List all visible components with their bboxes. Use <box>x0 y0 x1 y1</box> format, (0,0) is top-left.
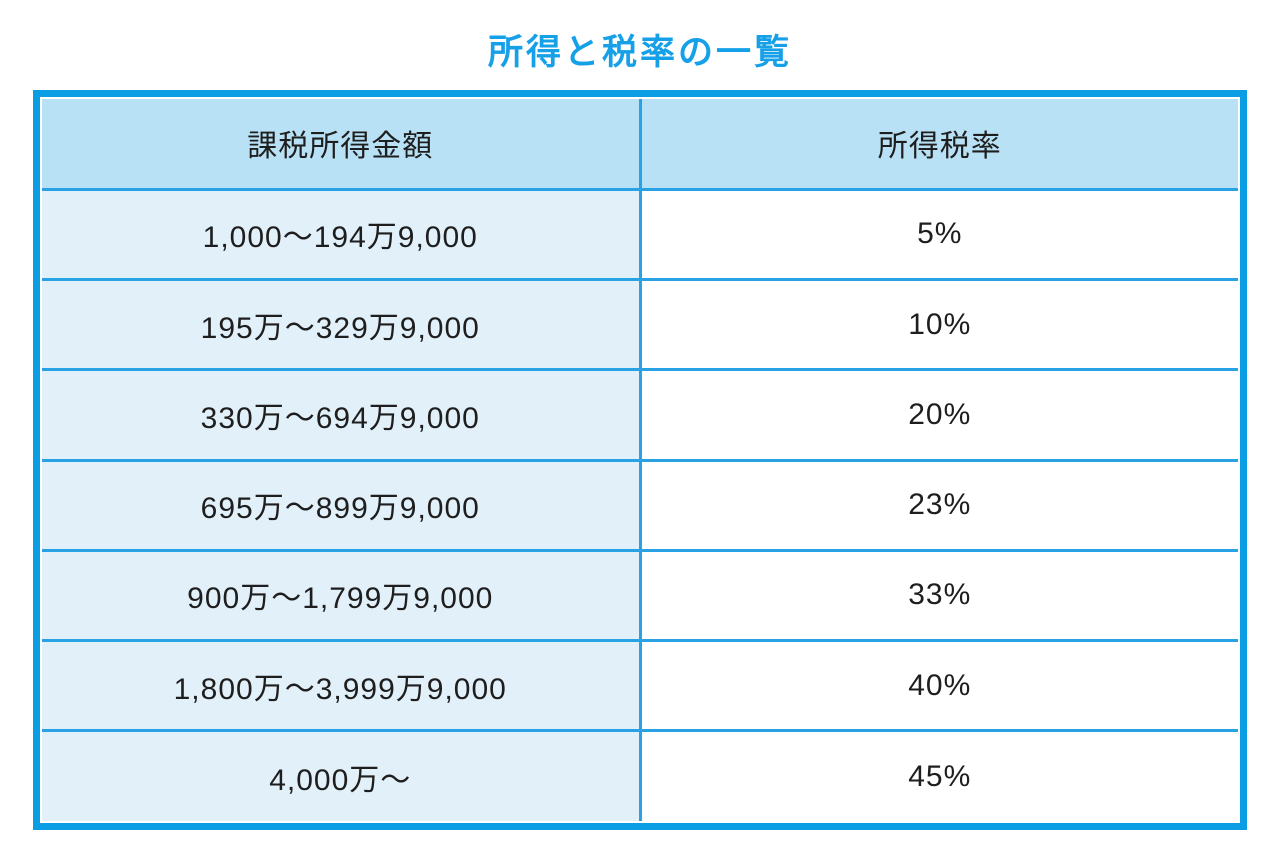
income-range-cell: 1,800万〜3,999万9,000 <box>42 638 642 733</box>
income-range-cell: 695万〜899万9,000 <box>42 458 642 552</box>
tax-rate-table-frame: 課税所得金額 所得税率 1,000〜194万9,000 5% 195万〜329万… <box>33 90 1247 830</box>
table-header-row: 課税所得金額 所得税率 <box>42 99 1238 191</box>
tax-rate-cell: 20% <box>638 368 1238 462</box>
table-row: 1,000〜194万9,000 5% <box>42 187 1238 282</box>
tax-rate-cell: 5% <box>638 187 1238 282</box>
table-row: 695万〜899万9,000 23% <box>42 458 1238 552</box>
tax-rate-cell: 10% <box>638 277 1238 372</box>
income-range-cell: 4,000万〜 <box>42 729 642 821</box>
table-row: 195万〜329万9,000 10% <box>42 277 1238 372</box>
column-header-taxable-income: 課税所得金額 <box>42 99 642 191</box>
page-title: 所得と税率の一覧 <box>487 33 792 72</box>
table-row: 330万〜694万9,000 20% <box>42 368 1238 462</box>
table-row: 1,800万〜3,999万9,000 40% <box>42 638 1238 733</box>
income-range-cell: 900万〜1,799万9,000 <box>42 548 642 643</box>
tax-rate-cell: 45% <box>638 729 1238 821</box>
tax-rate-cell: 33% <box>638 548 1238 643</box>
table-row: 4,000万〜 45% <box>42 729 1238 821</box>
table-row: 900万〜1,799万9,000 33% <box>42 548 1238 643</box>
income-range-cell: 1,000〜194万9,000 <box>42 187 642 282</box>
income-range-cell: 330万〜694万9,000 <box>42 368 642 462</box>
tax-rate-table: 課税所得金額 所得税率 1,000〜194万9,000 5% 195万〜329万… <box>42 99 1238 821</box>
tax-rate-cell: 23% <box>638 458 1238 552</box>
tax-rate-cell: 40% <box>638 638 1238 733</box>
column-header-tax-rate: 所得税率 <box>638 99 1238 191</box>
income-range-cell: 195万〜329万9,000 <box>42 277 642 372</box>
